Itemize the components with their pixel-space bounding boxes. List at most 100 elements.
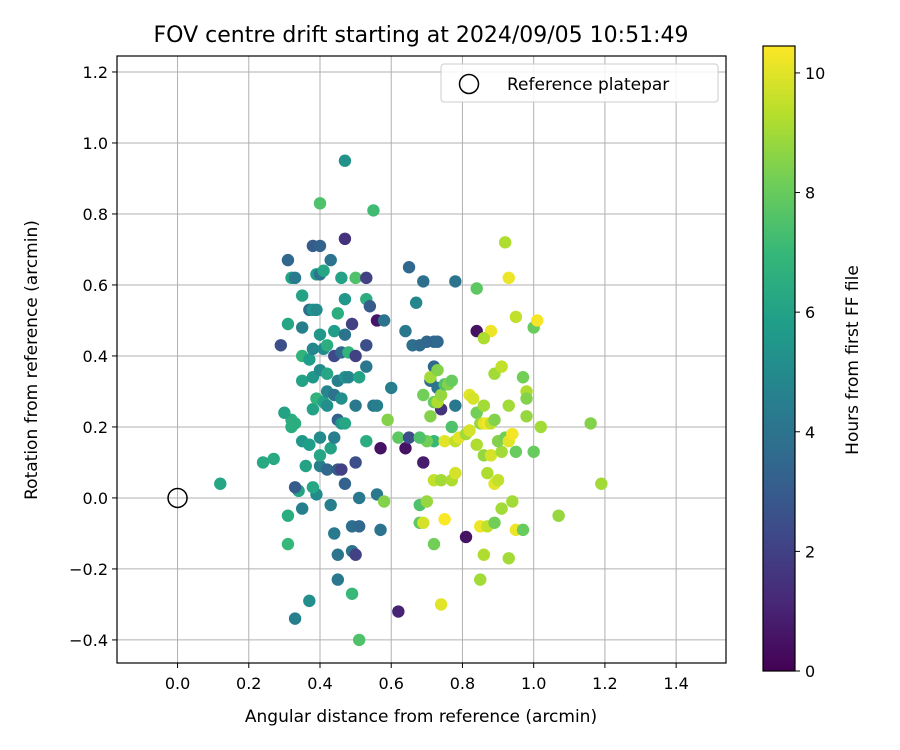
legend-label: Reference platepar	[507, 75, 669, 95]
scatter-point	[431, 335, 444, 348]
scatter-point	[288, 271, 302, 285]
x-tick-label: 0.4	[307, 674, 332, 693]
scatter-point	[360, 339, 373, 352]
scatter-point	[345, 317, 359, 331]
scatter-point	[295, 502, 309, 515]
scatter-point	[345, 587, 359, 600]
scatter-point	[338, 328, 352, 341]
scatter-point	[392, 605, 405, 618]
y-tick-label: −0.4	[69, 631, 108, 650]
scatter-point	[385, 381, 398, 395]
scatter-point	[520, 410, 533, 423]
colorbar-tick-label: 10	[805, 64, 825, 83]
x-tick-label: 0.0	[165, 674, 190, 693]
colorbar: 0 2 4 6 8 10 Hours from first FF file	[762, 45, 863, 681]
scatter-point	[420, 495, 434, 508]
scatter-point	[488, 413, 501, 427]
scatter-point	[431, 363, 444, 377]
scatter-point	[303, 438, 316, 451]
scatter-point	[335, 271, 348, 285]
scatter-point	[392, 431, 405, 444]
scatter-point	[484, 449, 498, 462]
scatter-point	[531, 314, 544, 327]
scatter-points	[214, 154, 608, 647]
y-tick-label: 0.4	[83, 347, 108, 366]
colorbar-tick-label: 8	[805, 184, 815, 203]
scatter-point	[409, 296, 423, 309]
scatter-point	[352, 371, 366, 384]
scatter-point	[495, 445, 508, 458]
scatter-point	[434, 473, 448, 487]
scatter-point	[470, 438, 483, 451]
scatter-point	[328, 527, 341, 540]
scatter-point	[363, 300, 377, 313]
scatter-point	[335, 392, 348, 405]
legend-box	[440, 63, 719, 103]
x-tick-label: 1.0	[521, 674, 546, 693]
legend-reference-marker	[458, 73, 480, 95]
scatter-point	[424, 410, 437, 423]
scatter-point	[488, 516, 501, 529]
y-axis-ticks: −0.4 −0.2 0.0 0.2 0.4 0.6 0.8 1.0 1.2	[69, 63, 117, 650]
scatter-point	[349, 349, 362, 363]
y-tick-label: 1.0	[83, 134, 108, 153]
scatter-point	[338, 154, 352, 167]
scatter-point	[502, 271, 515, 285]
scatter-point	[360, 434, 373, 448]
scatter-point	[317, 264, 330, 277]
scatter-point	[463, 424, 476, 437]
scatter-point	[459, 530, 473, 544]
scatter-point	[427, 537, 441, 551]
colorbar-ticks: 0 2 4 6 8 10	[795, 64, 825, 681]
scatter-point	[349, 456, 362, 469]
scatter-point	[320, 367, 334, 380]
y-tick-label: 0.6	[83, 276, 108, 295]
scatter-point	[520, 392, 533, 405]
scatter-point	[313, 328, 327, 341]
scatter-point	[360, 360, 373, 373]
scatter-point	[328, 324, 341, 338]
scatter-point	[495, 360, 508, 373]
scatter-point	[466, 392, 480, 405]
colorbar-tick-label: 6	[805, 303, 815, 322]
scatter-point	[534, 420, 548, 434]
y-tick-label: 0.8	[83, 205, 108, 224]
x-tick-label: 0.6	[379, 674, 404, 693]
scatter-point	[288, 417, 302, 430]
scatter-point	[320, 463, 334, 476]
scatter-point	[595, 477, 608, 490]
scatter-point	[324, 498, 337, 512]
scatter-point	[313, 449, 327, 462]
colorbar-frame	[762, 45, 796, 672]
scatter-point	[417, 456, 430, 469]
scatter-point	[331, 307, 345, 320]
scatter-point	[584, 417, 597, 430]
scatter-point	[360, 271, 373, 285]
scatter-point	[288, 481, 302, 494]
scatter-point	[481, 466, 494, 480]
scatter-point	[509, 310, 523, 324]
scatter-point	[306, 481, 320, 494]
scatter-point	[331, 548, 345, 561]
scatter-point	[552, 509, 565, 522]
scatter-point	[303, 353, 316, 366]
scatter-point	[324, 253, 337, 267]
scatter-point	[338, 477, 352, 490]
scatter-point	[377, 314, 391, 327]
scatter-point	[295, 321, 309, 334]
scatter-point	[434, 388, 448, 402]
y-tick-label: −0.2	[69, 560, 108, 579]
scatter-point	[506, 495, 519, 508]
colorbar-tick-label: 0	[805, 662, 815, 681]
scatter-point	[338, 417, 352, 430]
scatter-point	[516, 371, 530, 384]
x-tick-label: 1.4	[663, 674, 688, 693]
scatter-point	[495, 502, 508, 515]
reference-marker	[167, 487, 188, 509]
scatter-point	[438, 434, 451, 448]
scatter-point	[474, 573, 487, 586]
scatter-point	[449, 275, 462, 288]
scatter-point	[477, 332, 491, 345]
scatter-point	[303, 594, 316, 608]
scatter-point	[516, 523, 530, 537]
